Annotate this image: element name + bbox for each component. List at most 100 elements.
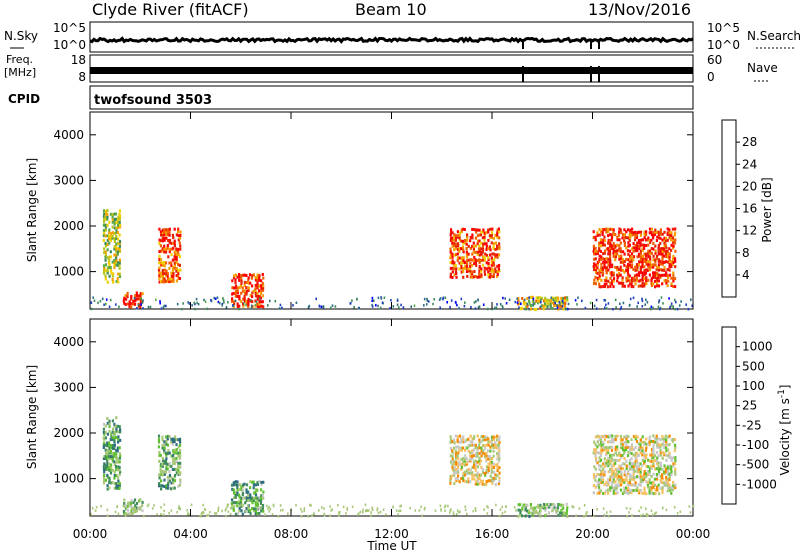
scatter-cell <box>173 250 176 254</box>
scatter-cell <box>598 285 601 289</box>
scatter-cell <box>641 238 644 242</box>
scatter-cell <box>457 234 460 237</box>
scatter-cell <box>163 280 166 284</box>
scatter-cell <box>630 263 634 267</box>
scatter-cell <box>469 264 472 268</box>
scatter-cell <box>457 451 460 455</box>
scatter-cell <box>492 236 495 240</box>
scatter-cell <box>648 265 651 269</box>
scatter-cell <box>661 476 664 479</box>
scatter-cell <box>472 465 475 469</box>
scatter-cell <box>118 266 121 270</box>
scatter-cell <box>605 303 607 307</box>
scatter-cell <box>528 302 531 306</box>
scatter-cell <box>616 268 619 272</box>
scatter-cell <box>256 481 259 485</box>
scatter-cell <box>661 282 664 286</box>
scatter-cell <box>234 284 238 288</box>
scatter-cell <box>526 509 529 513</box>
scatter-cell <box>655 434 658 438</box>
scatter-cell <box>243 284 246 288</box>
scatter-cell <box>108 425 111 428</box>
scatter-cell <box>627 276 630 280</box>
scatter-cell <box>607 491 610 495</box>
scatter-cell <box>667 454 670 458</box>
scatter-cell <box>497 267 500 271</box>
scatter-cell <box>645 442 648 446</box>
scatter-cell <box>609 486 612 490</box>
colorbar-tick-label: 16 <box>742 202 757 216</box>
scatter-cell <box>110 432 113 436</box>
scatter-cell <box>238 495 241 499</box>
velocity-colorbar-label: Velocity [m s-1] <box>777 385 792 476</box>
scatter-cell <box>175 438 178 441</box>
scatter-cell <box>119 430 122 434</box>
scatter-cell <box>108 263 111 267</box>
scatter-cell <box>641 254 645 258</box>
scatter-cell <box>469 246 472 250</box>
scatter-cell <box>533 506 536 510</box>
scatter-cell <box>632 475 635 479</box>
scatter-cell <box>556 306 559 310</box>
scatter-cell <box>594 282 597 286</box>
scatter-cell <box>243 294 246 298</box>
scatter-cell <box>627 488 630 492</box>
scatter-cell <box>339 511 341 514</box>
scatter-cell <box>488 245 491 249</box>
scatter-cell <box>559 504 562 508</box>
scatter-cell <box>564 301 567 305</box>
scatter-cell <box>125 507 128 510</box>
scatter-cell <box>634 230 637 234</box>
scatter-cell <box>614 492 617 496</box>
scatter-cell <box>655 277 659 280</box>
scatter-cell <box>636 241 639 245</box>
scatter-cell <box>665 239 668 243</box>
y-tick-label: 4000 <box>53 335 84 349</box>
scatter-cell <box>661 268 664 272</box>
scatter-cell <box>656 443 659 447</box>
scatter-cell <box>451 241 454 245</box>
scatter-cell <box>652 446 655 450</box>
scatter-cell <box>107 441 111 445</box>
scatter-cell <box>627 492 630 495</box>
scatter-cell <box>661 451 664 454</box>
scatter-cell <box>603 228 606 232</box>
scatter-cell <box>254 487 257 491</box>
scatter-cell <box>670 265 673 269</box>
scatter-cell <box>654 251 657 255</box>
scatter-cell <box>102 430 105 434</box>
scatter-cell <box>626 270 629 274</box>
scatter-cell <box>196 301 198 305</box>
scatter-cell <box>562 511 565 515</box>
scatter-cell <box>474 443 477 447</box>
scatter-cell <box>612 480 615 484</box>
scatter-cell <box>607 470 610 474</box>
scatter-cell <box>641 271 644 275</box>
scatter-cell <box>462 479 465 483</box>
scatter-cell <box>488 234 491 238</box>
scatter-cell <box>467 244 470 248</box>
scatter-cell <box>106 213 109 216</box>
scatter-cell <box>609 467 612 471</box>
scatter-cell <box>113 220 116 224</box>
scatter-cell <box>172 451 175 455</box>
scatter-cell <box>621 492 625 495</box>
scatter-cell <box>549 302 552 306</box>
scatter-cell <box>451 459 454 463</box>
scatter-cell <box>623 451 626 455</box>
scatter-cell <box>628 474 631 478</box>
scatter-cell <box>628 234 631 237</box>
scatter-cell <box>480 273 483 277</box>
scatter-cell <box>572 505 575 509</box>
scatter-cell <box>106 242 109 246</box>
scatter-cell <box>178 505 180 508</box>
scatter-cell <box>623 236 626 240</box>
scatter-cell <box>654 440 657 444</box>
scatter-cell <box>109 471 113 475</box>
scatter-cell <box>456 440 459 444</box>
scatter-cell <box>469 258 472 262</box>
scatter-cell <box>216 296 219 299</box>
scatter-cell <box>674 472 677 476</box>
scatter-cell <box>637 442 640 446</box>
power-x-axis <box>89 112 694 309</box>
